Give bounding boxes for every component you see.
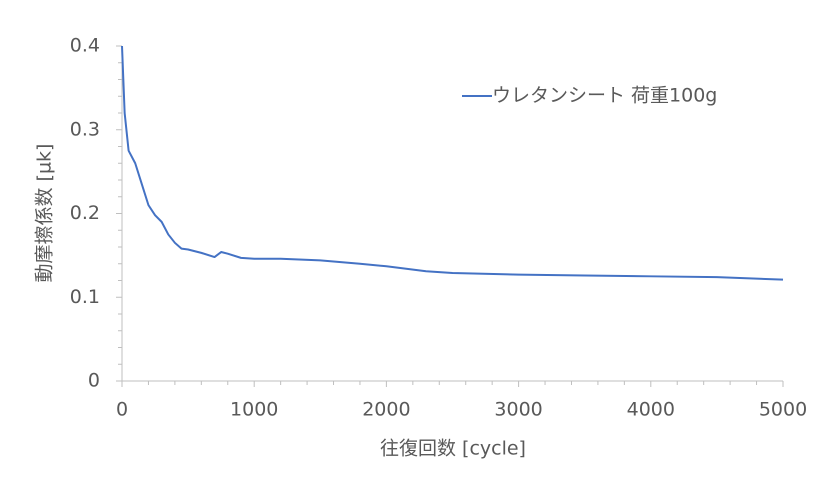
y-tick-label: 0 — [88, 370, 100, 392]
x-tick-label: 4000 — [627, 399, 675, 421]
x-tick-label: 1000 — [230, 399, 278, 421]
x-tick-label: 2000 — [362, 399, 410, 421]
y-tick-label: 0.4 — [70, 35, 100, 57]
legend-label: ウレタンシート 荷重100g — [492, 85, 717, 107]
line — [121, 45, 784, 281]
x-axis-label: 往復回数 [cycle] — [380, 438, 526, 460]
x-tick-label: 3000 — [494, 399, 542, 421]
y-tick-label: 0.2 — [70, 202, 100, 224]
x-tick-label: 0 — [116, 399, 128, 421]
y-tick-label: 0.1 — [70, 286, 100, 308]
y-axis-label: 動摩擦係数 [µk] — [34, 144, 56, 283]
y-tick-label: 0.3 — [70, 118, 100, 140]
x-tick-label: 5000 — [759, 399, 807, 421]
